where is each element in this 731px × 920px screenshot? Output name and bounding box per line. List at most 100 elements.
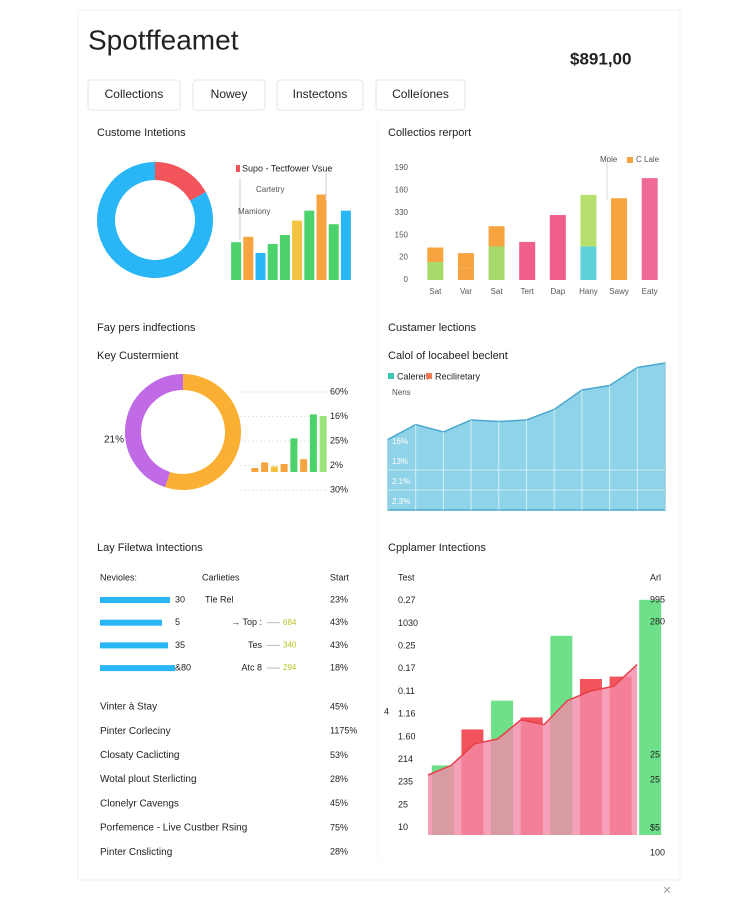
page-title: Spotffeamet <box>88 24 239 55</box>
tab[interactable] <box>192 79 266 111</box>
inner-label: 2.1% <box>392 477 410 486</box>
x-tick-label: Dap <box>550 287 565 296</box>
bar-segment <box>427 247 444 263</box>
left-label: 1030 <box>398 618 418 628</box>
chart-label: Mamiony <box>238 207 270 216</box>
row-bar-label: 5 <box>175 617 180 627</box>
list-label: Pinter Cnslicting <box>100 847 172 858</box>
tab-label[interactable]: Instectons <box>293 87 348 101</box>
list-value: 75% <box>330 822 348 832</box>
bar <box>639 599 662 835</box>
tab[interactable] <box>87 79 181 111</box>
bar <box>251 468 259 472</box>
list-label: Wotal plout Sterlicting <box>100 774 197 785</box>
bar <box>319 416 327 472</box>
left-label: 0.17 <box>398 663 416 673</box>
row-item: Tes <box>248 640 263 650</box>
left-label: 0.25 <box>398 640 416 650</box>
bar-segment <box>457 268 474 280</box>
tab-label[interactable]: Collections <box>105 87 164 101</box>
list-label: Pinter Corleciny <box>100 726 171 737</box>
list-label: Closaty Caclicting <box>100 750 179 761</box>
panel-title: Custamer lections <box>388 322 477 334</box>
bar-segment <box>457 253 474 269</box>
left-label: 10 <box>398 822 408 832</box>
bar <box>316 194 327 280</box>
list-label: Clonelyr Cavengs <box>100 798 179 809</box>
row-figure: 340 <box>283 641 297 650</box>
side-note: 4 <box>384 706 389 716</box>
right-label: 25 <box>650 749 660 759</box>
table-header: Nevioles: <box>100 572 137 582</box>
bar <box>304 210 315 280</box>
row-item: Atc 8 <box>241 662 262 672</box>
tab-label[interactable]: Colleíones <box>392 87 449 101</box>
list-value: 53% <box>330 750 348 760</box>
legend-label: Caleren <box>397 371 429 381</box>
row-bar <box>100 597 170 603</box>
bar <box>279 235 290 280</box>
bar-segment <box>488 226 505 247</box>
bar <box>267 244 278 280</box>
list-label: Vinter à Stay <box>100 702 157 713</box>
row-bar-label: 30 <box>175 594 185 604</box>
tab[interactable] <box>375 79 466 111</box>
y-label: 330 <box>395 208 409 217</box>
right-label: 280 <box>650 616 665 626</box>
list-value: 45% <box>330 701 348 711</box>
tab-label[interactable]: Nowey <box>211 87 248 101</box>
x-tick-label: Tert <box>521 287 535 296</box>
donut-segment <box>97 162 213 278</box>
y-label: 0 <box>404 275 409 284</box>
y-label: 160 <box>395 186 409 195</box>
x-tick-label: Sawy <box>609 287 629 296</box>
right-label: 25 <box>650 774 660 784</box>
left-label: Test <box>398 572 415 582</box>
y-label: 25% <box>330 435 348 445</box>
bar <box>243 236 254 280</box>
card <box>77 9 681 881</box>
bar <box>270 466 278 472</box>
bar <box>340 210 351 280</box>
panel-title: Custome Intetions <box>97 127 186 139</box>
table-header: Start <box>330 572 350 582</box>
right-label: Arl <box>650 572 661 582</box>
chart-label: Cartetry <box>256 185 284 194</box>
bar <box>300 459 308 472</box>
close-button[interactable]: × <box>663 882 671 898</box>
area <box>428 664 637 835</box>
bar-segment <box>488 246 505 280</box>
row-figure: 294 <box>283 663 297 672</box>
bar <box>255 253 266 280</box>
left-label: 1.60 <box>398 731 416 741</box>
list-value: 1175% <box>330 726 357 736</box>
x-tick-label: Eaty <box>642 287 658 296</box>
bar-segment <box>580 194 597 247</box>
legend-swatch <box>388 373 394 379</box>
bar-segment <box>549 215 566 280</box>
bar-segment <box>519 241 536 280</box>
x-tick-label: Sat <box>429 287 442 296</box>
bar-segment <box>611 198 628 280</box>
y-label: 30% <box>330 484 348 494</box>
row-bar-label: &80 <box>175 662 191 672</box>
left-label: 0.27 <box>398 595 416 605</box>
panel-title: Lay Filetwa Intections <box>97 542 203 554</box>
left-label: 25 <box>398 799 408 809</box>
y-label: 190 <box>395 163 409 172</box>
list-value: 28% <box>330 847 348 857</box>
legend-title: Supo - Tectfower Vsue <box>242 163 332 173</box>
bar <box>309 414 317 472</box>
x-tick-label: Var <box>460 287 472 296</box>
legend-swatch <box>236 165 240 172</box>
panel-subtitle: Calol of locabeel beclent <box>388 350 508 362</box>
legend-label: Mole <box>600 155 618 164</box>
right-label: 995 <box>650 594 665 604</box>
inner-label: 13% <box>392 457 408 466</box>
panel-subtitle: Key Custermient <box>97 350 178 362</box>
tab[interactable] <box>276 79 364 111</box>
list-label: Porfemence - Live Custber Rsing <box>100 823 247 834</box>
panel-title: Cpplamer Intections <box>388 542 486 554</box>
donut-segment <box>125 374 184 488</box>
